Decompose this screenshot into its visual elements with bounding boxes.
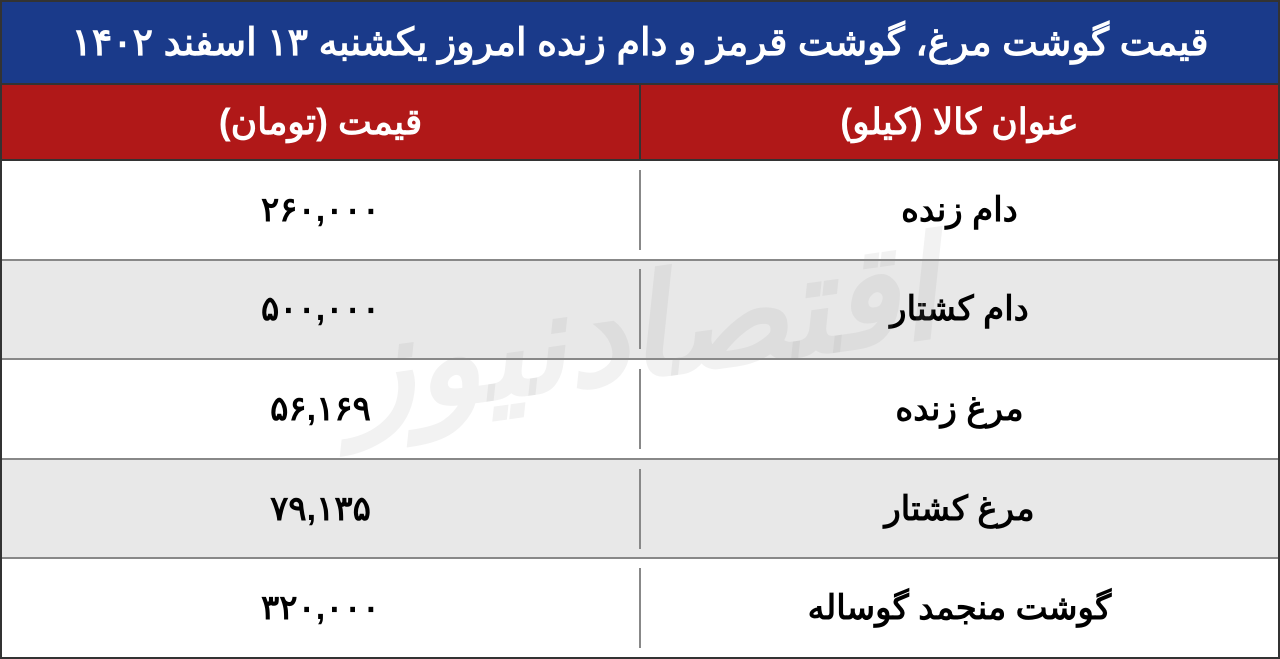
table-row: دام کشتار ۵۰۰,۰۰۰: [2, 261, 1278, 361]
table-row: گوشت منجمد گوساله ۳۲۰,۰۰۰: [2, 559, 1278, 657]
cell-item: دام کشتار: [639, 269, 1278, 349]
table-title: قیمت گوشت مرغ، گوشت قرمز و دام زنده امرو…: [2, 2, 1278, 85]
table-row: دام زنده ۲۶۰,۰۰۰: [2, 161, 1278, 261]
cell-price: ۵۶,۱۶۹: [2, 369, 639, 449]
cell-item: دام زنده: [639, 170, 1278, 250]
cell-price: ۲۶۰,۰۰۰: [2, 170, 639, 250]
table-row: مرغ کشتار ۷۹,۱۳۵: [2, 460, 1278, 560]
column-header-item: عنوان کالا (کیلو): [639, 85, 1278, 159]
table-header-row: عنوان کالا (کیلو) قیمت (تومان): [2, 85, 1278, 161]
price-table: قیمت گوشت مرغ، گوشت قرمز و دام زنده امرو…: [0, 0, 1280, 659]
cell-item: گوشت منجمد گوساله: [639, 568, 1278, 648]
cell-price: ۷۹,۱۳۵: [2, 469, 639, 549]
cell-item: مرغ کشتار: [639, 469, 1278, 549]
column-header-price: قیمت (تومان): [2, 85, 639, 159]
table-row: مرغ زنده ۵۶,۱۶۹: [2, 360, 1278, 460]
cell-item: مرغ زنده: [639, 369, 1278, 449]
cell-price: ۵۰۰,۰۰۰: [2, 269, 639, 349]
cell-price: ۳۲۰,۰۰۰: [2, 568, 639, 648]
table-body: دام زنده ۲۶۰,۰۰۰ دام کشتار ۵۰۰,۰۰۰ مرغ ز…: [2, 161, 1278, 657]
